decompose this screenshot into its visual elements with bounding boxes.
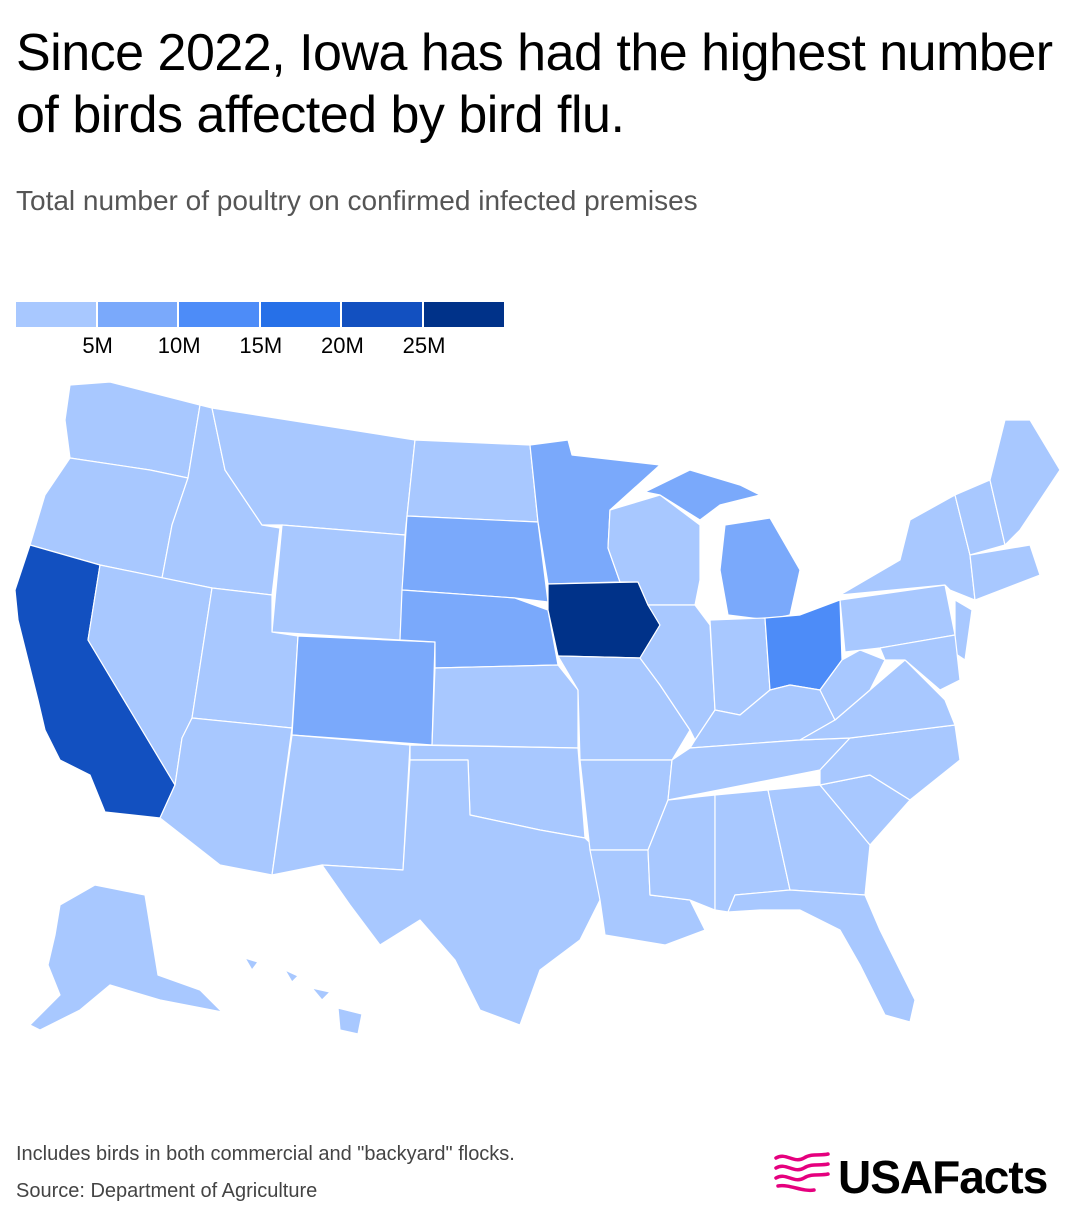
us-map — [14, 381, 1061, 1035]
chart-subtitle: Total number of poultry on confirmed inf… — [16, 185, 698, 216]
state-texas — [321, 759, 601, 1026]
usafacts-logo: USAFacts — [772, 1148, 1072, 1204]
state-kansas — [431, 664, 579, 749]
legend-swatch-2 — [179, 302, 259, 327]
state-alaska — [29, 884, 223, 1031]
state-south-dakota — [401, 515, 549, 603]
state-wyoming — [271, 524, 406, 641]
state-georgia — [767, 784, 871, 896]
state-maine — [989, 419, 1061, 546]
color-legend: 5M 10M 15M 20M 25M — [16, 302, 516, 362]
legend-swatch-0 — [16, 302, 96, 327]
legend-tick: 5M — [82, 333, 113, 358]
chart-title: Since 2022, Iowa has had the highest num… — [16, 24, 1053, 144]
legend-ticks: 5M 10M 15M 20M 25M — [16, 333, 516, 363]
footer-note: Includes birds in both commercial and "b… — [16, 1143, 515, 1165]
state-colorado — [291, 635, 436, 746]
legend-tick: 25M — [402, 333, 446, 358]
legend-swatch-4 — [342, 302, 422, 327]
legend-swatches — [16, 302, 516, 327]
legend-swatch-3 — [260, 302, 341, 327]
state-maryland — [879, 634, 961, 691]
state-michigan-upper — [644, 469, 761, 521]
state-massachusetts-connecticut — [969, 544, 1041, 601]
footer-source: Source: Department of Agriculture — [16, 1180, 318, 1202]
state-hawaii — [244, 957, 363, 1035]
state-illinois — [639, 604, 716, 741]
state-north-dakota — [406, 439, 539, 523]
state-michigan — [719, 517, 801, 621]
legend-swatch-1 — [97, 302, 178, 327]
legend-tick: 15M — [239, 333, 283, 358]
state-new-mexico — [271, 734, 411, 876]
state-arizona — [159, 717, 293, 876]
legend-swatch-5 — [423, 302, 504, 327]
state-new-york — [839, 494, 976, 601]
brand-name: USAFacts — [838, 1151, 1048, 1203]
legend-tick: 20M — [320, 333, 364, 358]
usafacts-flag-icon — [774, 1152, 830, 1193]
state-florida — [727, 889, 916, 1023]
legend-tick: 10M — [157, 333, 201, 358]
